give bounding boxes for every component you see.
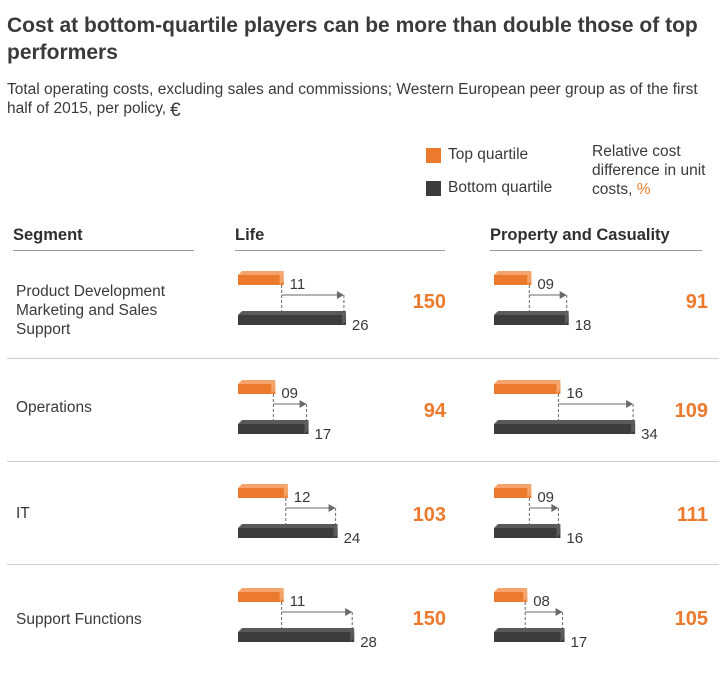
currency-symbol: € [170, 100, 181, 121]
value-label-top: 08 [533, 593, 550, 610]
bar-top-quartile [238, 271, 284, 285]
segment-header: Segment [13, 226, 83, 244]
value-label-top: 12 [293, 489, 311, 506]
value-label-bottom: 24 [343, 530, 361, 547]
relative-difference-value: 91 [685, 291, 708, 313]
value-label-top: 11 [289, 276, 306, 293]
subtitle-text: Total operating costs, excluding sales a… [7, 81, 698, 117]
row-divider [7, 564, 719, 565]
value-label-bottom: 28 [360, 634, 377, 651]
chart-subtitle: Total operating costs, excluding sales a… [7, 80, 707, 120]
life-header-rule [235, 250, 445, 251]
pc-header-rule [490, 250, 702, 251]
bar-top-quartile [238, 588, 284, 602]
bar-bottom-quartile [238, 311, 346, 325]
value-label-bottom: 17 [314, 426, 332, 443]
value-label-bottom: 26 [351, 317, 369, 334]
life-header: Life [235, 226, 265, 244]
bar-bottom-quartile [494, 628, 565, 642]
difference-arrow-head [336, 291, 344, 299]
segment-label-line: Product Development [16, 283, 166, 300]
bar-bottom-quartile [494, 311, 569, 325]
segment-label-line: IT [16, 505, 30, 522]
difference-arrow-head [299, 400, 307, 408]
legend-bottom-label: Bottom quartile [448, 179, 553, 196]
legend-top-swatch [426, 148, 441, 163]
segment-label-line: Support Functions [16, 611, 142, 628]
value-label-top: 11 [289, 593, 306, 610]
legend-note-unit: % [636, 181, 651, 198]
relative-difference-value: 94 [423, 400, 446, 422]
bar-top-quartile [494, 588, 528, 602]
bar-bottom-quartile [494, 524, 561, 538]
segment-label-line: Support [16, 321, 71, 338]
segment-label-line: Operations [16, 399, 92, 416]
relative-difference-value: 150 [412, 608, 446, 630]
relative-difference-value: 109 [674, 400, 708, 422]
pc-header: Property and Casuality [490, 226, 670, 244]
bar-top-quartile [494, 380, 561, 394]
value-label-top: 09 [537, 489, 555, 506]
difference-arrow-head [328, 504, 336, 512]
chart-title: Cost at bottom-quartile players can be m… [7, 14, 698, 64]
legend-top-label: Top quartile [448, 146, 529, 163]
relative-difference-value: 150 [412, 291, 446, 313]
bar-top-quartile [238, 484, 288, 498]
bar-bottom-quartile [494, 420, 636, 434]
relative-difference-value: 111 [676, 504, 708, 526]
segment-label-line: Marketing and Sales [16, 302, 158, 319]
segment-label-it: IT [16, 504, 30, 523]
difference-arrow-head [626, 400, 634, 408]
segment-label-operations: Operations [16, 398, 92, 417]
value-label-top: 09 [281, 385, 299, 402]
relative-difference-value: 105 [674, 608, 708, 630]
row-divider [7, 461, 719, 462]
value-label-bottom: 18 [574, 317, 592, 334]
bar-bottom-quartile [238, 420, 309, 434]
legend-bottom-swatch [426, 181, 441, 196]
row-divider [7, 358, 719, 359]
segment-label-product-development: Product Development Marketing and Sales … [16, 282, 165, 339]
segment-header-rule [13, 250, 194, 251]
value-label-bottom: 34 [641, 426, 658, 443]
bar-bottom-quartile [238, 524, 338, 538]
value-label-bottom: 17 [570, 634, 588, 651]
segment-label-support-functions: Support Functions [16, 610, 142, 629]
bar-top-quartile [494, 484, 532, 498]
value-label-top: 09 [537, 276, 555, 293]
value-label-top: 16 [566, 385, 584, 402]
relative-difference-value: 103 [412, 504, 446, 526]
value-label-bottom: 16 [566, 530, 584, 547]
difference-arrow-head [555, 608, 563, 616]
bar-top-quartile [494, 271, 532, 285]
legend-note: Relative cost difference in unit costs, … [592, 142, 722, 199]
legend-note-text: Relative cost difference in unit costs, [592, 143, 706, 198]
difference-arrow-head [345, 608, 353, 616]
difference-arrow-head [551, 504, 559, 512]
bar-bottom-quartile [238, 628, 355, 642]
difference-arrow-head [559, 291, 567, 299]
bar-top-quartile [238, 380, 276, 394]
